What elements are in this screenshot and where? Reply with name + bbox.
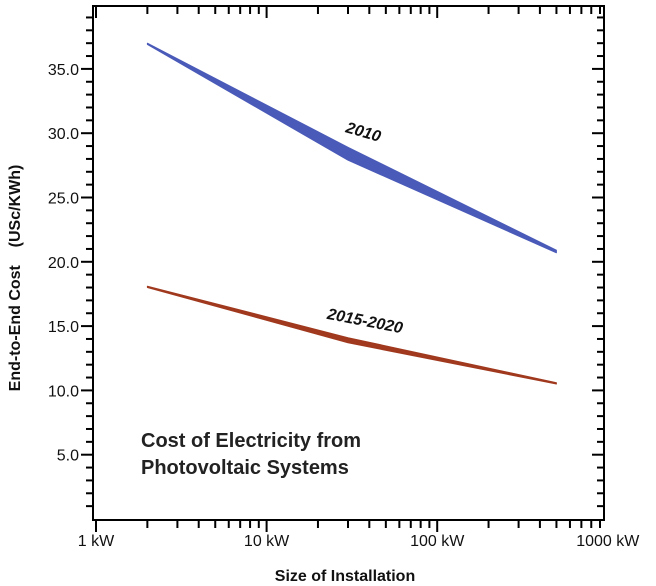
series-band-2015-2020	[146, 285, 557, 385]
axis-tick-labels: 1 kW 10 kW 100 kW 1000 kW 5.0 10.0 15.0 20.0 25.…	[48, 62, 640, 550]
y-axis-title: End-to-End Cost (USc/KWh)	[7, 165, 24, 392]
chart-title-line-1: Cost of Electricity from	[141, 430, 361, 452]
y-tick-label: 5.0	[57, 448, 79, 465]
y-tick-label: 35.0	[48, 62, 79, 79]
series-label-2015-2020: 2015-2020	[325, 306, 404, 337]
axis-ticks	[81, 6, 604, 532]
series-label-2010: 2010	[343, 119, 383, 145]
y-tick-label: 15.0	[48, 319, 79, 336]
chart-title-line-2: Photovoltaic Systems	[141, 457, 349, 479]
y-tick-label: 30.0	[48, 126, 79, 143]
y-tick-label: 10.0	[48, 383, 79, 400]
y-tick-label: 25.0	[48, 191, 79, 208]
series-bands	[146, 42, 557, 385]
x-tick-label: 10 kW	[244, 533, 290, 550]
x-tick-label: 100 kW	[410, 533, 465, 550]
y-tick-label: 20.0	[48, 255, 79, 272]
x-axis-title: Size of Installation	[275, 568, 415, 585]
x-tick-label: 1 kW	[78, 533, 115, 550]
series-band-2010	[146, 42, 557, 254]
x-tick-label: 1000 kW	[576, 533, 640, 550]
